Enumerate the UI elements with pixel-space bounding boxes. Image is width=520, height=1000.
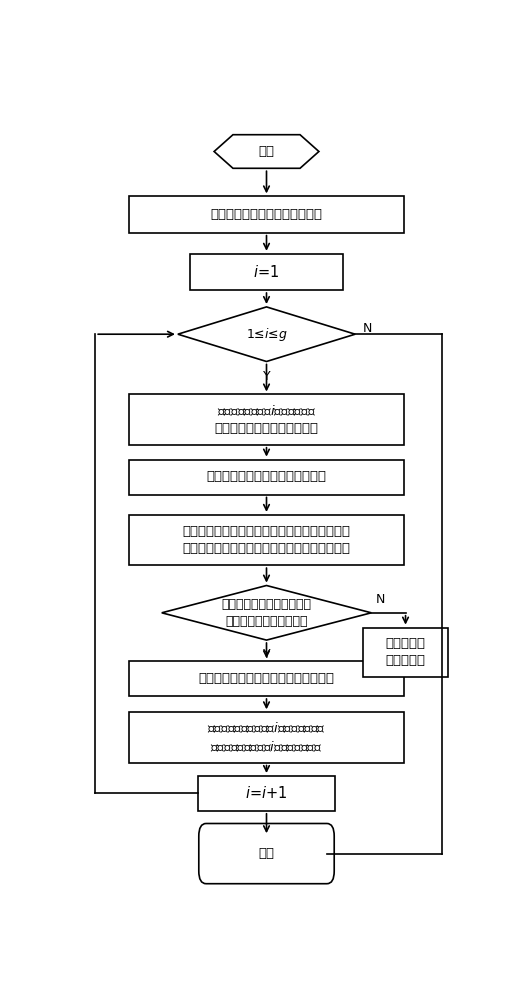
Text: Y: Y: [263, 648, 270, 662]
Text: $i$=$i$+1: $i$=$i$+1: [245, 785, 288, 801]
Bar: [363, 628, 448, 676]
Polygon shape: [214, 135, 319, 168]
Bar: [129, 460, 404, 494]
Bar: [129, 712, 404, 763]
Text: 1≤$i$≤$g$: 1≤$i$≤$g$: [245, 326, 288, 343]
Polygon shape: [162, 585, 371, 640]
Bar: [129, 661, 404, 696]
Text: 开始: 开始: [258, 145, 275, 158]
Text: 结束: 结束: [258, 847, 275, 860]
Text: 下游节点在接收到编码包后
对其进行线性相关性检测: 下游节点在接收到编码包后 对其进行线性相关性检测: [222, 598, 311, 628]
FancyBboxPatch shape: [199, 824, 334, 884]
Text: 信宿在接收到足够多第$i$代集的编码包后
对其进行译码的到第$i$代集的原始数据: 信宿在接收到足够多第$i$代集的编码包后 对其进行译码的到第$i$代集的原始数据: [207, 721, 326, 754]
Text: 由信源节点对原始数据分代分组: 由信源节点对原始数据分代分组: [211, 208, 322, 221]
Bar: [198, 776, 335, 811]
Text: 由信源节点确定第$i$代集的分组结
构：包括数据和全局编码系数: 由信源节点确定第$i$代集的分组结 构：包括数据和全局编码系数: [215, 404, 318, 435]
Bar: [129, 515, 404, 565]
Text: 丢弃或请上
游节点重传: 丢弃或请上 游节点重传: [385, 637, 425, 667]
Polygon shape: [178, 307, 355, 361]
Bar: [129, 394, 404, 445]
Text: 由编码节点确定局部编码系数向量: 由编码节点确定局部编码系数向量: [206, 471, 327, 484]
Text: $i$=1: $i$=1: [253, 264, 280, 280]
Bar: [129, 196, 404, 233]
Text: N: N: [375, 593, 385, 606]
Bar: [190, 254, 343, 290]
Text: 把该编码包存入内存，用于编码过译码: 把该编码包存入内存，用于编码过译码: [199, 672, 334, 685]
Text: Y: Y: [263, 370, 270, 383]
Text: 编码节点根据局部编码系数向量和相关分组或相
关编码包生成新的编码包并把它发送给下游节点: 编码节点根据局部编码系数向量和相关分组或相 关编码包生成新的编码包并把它发送给下…: [183, 525, 350, 555]
Text: N: N: [363, 322, 373, 335]
